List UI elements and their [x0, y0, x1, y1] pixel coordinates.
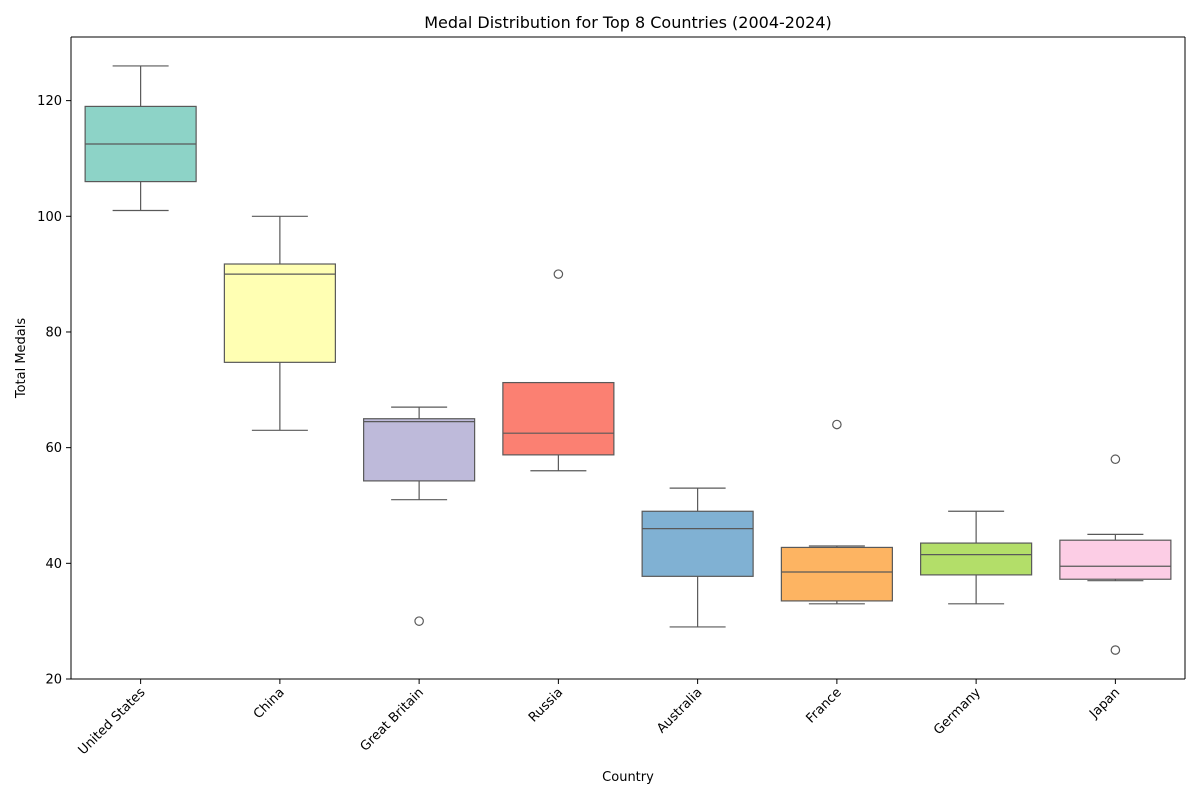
box-france — [780, 546, 893, 602]
x-axis-label: Country — [602, 770, 654, 785]
outlier-japan-1 — [1110, 645, 1121, 655]
box-group-australia — [641, 487, 754, 628]
box-group-china — [223, 215, 336, 431]
x-tick-label-great-britain: Great Britain — [358, 685, 427, 754]
y-tick-label-60: 60 — [45, 441, 62, 456]
x-tick-label-japan: Japan — [1086, 685, 1123, 722]
box-russia — [502, 381, 615, 456]
x-tick-label-russia: Russia — [526, 685, 566, 725]
box-group-russia — [502, 269, 615, 472]
plot-area — [84, 65, 1172, 655]
y-tick-label-120: 120 — [37, 94, 62, 109]
axes — [70, 36, 1186, 680]
y-tick-label-80: 80 — [45, 325, 62, 340]
outlier-japan-0 — [1110, 454, 1121, 465]
box-great-britain — [363, 418, 476, 482]
x-tick-label-france: France — [804, 685, 845, 726]
box-group-united-states — [84, 65, 197, 212]
x-tick-label-china: China — [251, 685, 288, 722]
box-group-japan — [1059, 454, 1172, 655]
box-germany — [920, 542, 1033, 576]
y-axis-label: Total Medals — [14, 318, 29, 400]
outlier-great-britain-0 — [414, 616, 424, 626]
chart-title: Medal Distribution for Top 8 Countries (… — [424, 13, 832, 32]
outlier-russia-0 — [553, 269, 564, 279]
outlier-france-0 — [832, 419, 842, 430]
y-tick-label-40: 40 — [45, 557, 62, 572]
x-tick-label-australia: Australia — [654, 685, 705, 736]
y-tick-label-100: 100 — [37, 210, 62, 225]
box-group-great-britain — [363, 406, 476, 626]
box-china — [223, 263, 336, 363]
y-tick-label-20: 20 — [45, 673, 62, 688]
box-group-france — [780, 419, 893, 605]
box-australia — [641, 510, 754, 577]
box-japan — [1059, 539, 1172, 580]
x-tick-label-united-states: United States — [76, 685, 149, 758]
box-group-germany — [920, 510, 1033, 605]
x-tick-label-germany: Germany — [931, 685, 984, 738]
